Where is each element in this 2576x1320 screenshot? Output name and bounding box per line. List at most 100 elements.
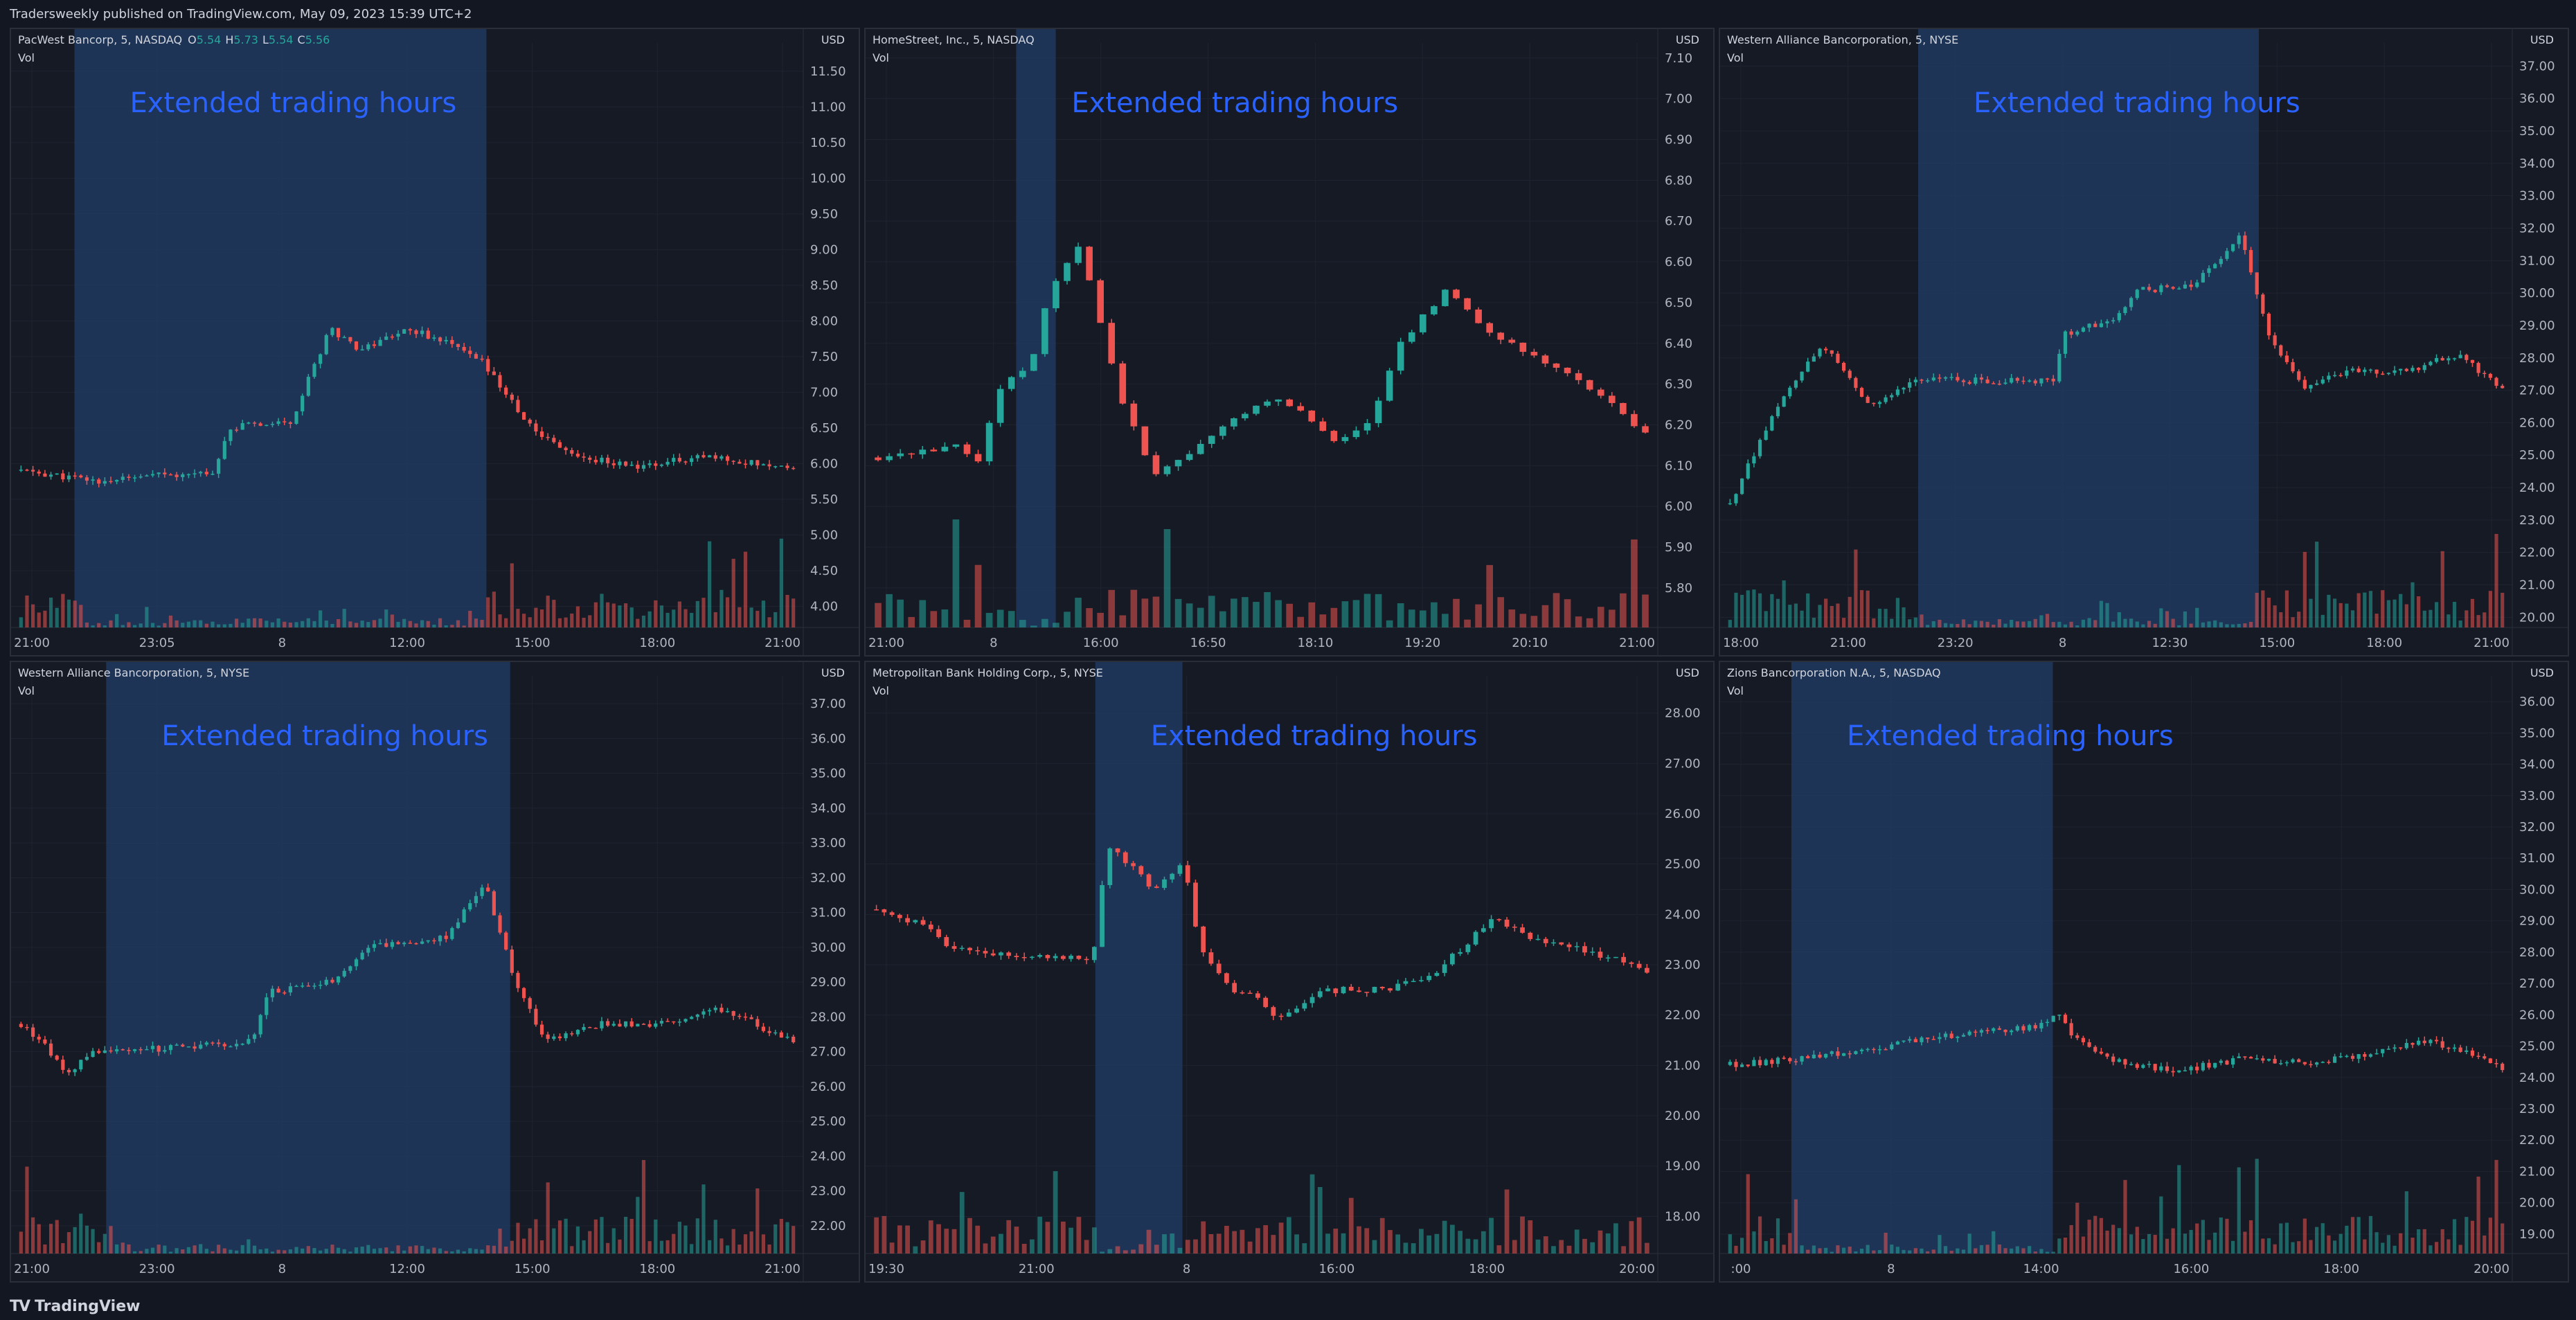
candle: [402, 941, 406, 947]
volume-bar: [1379, 1218, 1385, 1254]
candle-body: [629, 465, 634, 466]
candle-body: [2243, 1056, 2247, 1058]
candle-body: [882, 909, 887, 913]
chart-panel-wal-1[interactable]: 37.00 36.00 35.00 34.00 33.00 32.00 31.00 30.00…: [1719, 28, 2569, 657]
candle-body: [1872, 1049, 1876, 1051]
candle: [719, 1004, 724, 1014]
chart-canvas[interactable]: 28.0027.0026.0025.0024.0023.0022.0021.00…: [866, 662, 1713, 1281]
chart-canvas[interactable]: 36.0035.0034.0033.0032.0031.0030.0029.00…: [1720, 662, 2568, 1281]
candle-body: [1442, 964, 1447, 973]
candle-body: [276, 421, 280, 425]
candle-body: [2434, 1040, 2439, 1042]
volume-bar: [2183, 611, 2188, 627]
chart-symbol[interactable]: Western Alliance Bancorporation, 5, NYSE: [18, 666, 250, 679]
candle: [2069, 1019, 2073, 1039]
candle-body: [2338, 1056, 2343, 1058]
candle-body: [2081, 1037, 2086, 1042]
candle: [767, 1026, 771, 1037]
volume-bar: [31, 604, 35, 627]
volume-bar: [181, 623, 185, 627]
volume-bar: [534, 607, 538, 627]
candle-body: [2422, 1040, 2426, 1044]
candle: [2327, 1060, 2331, 1064]
candle: [2309, 1060, 2313, 1068]
chart-panel-zion[interactable]: 36.00 35.00 34.00 33.00 32.00 31.00 30.00 29.00…: [1719, 661, 2569, 1283]
volume-bar: [2261, 1238, 2265, 1254]
candle: [2033, 379, 2037, 386]
chart-canvas[interactable]: 37.0036.0035.0034.0033.0032.0031.0030.00…: [11, 662, 859, 1281]
volume-bar: [2189, 623, 2193, 627]
chart-symbol[interactable]: Western Alliance Bancorporation, 5, NYSE: [1727, 33, 1959, 46]
volume-bar: [84, 622, 89, 627]
candle: [2494, 1059, 2498, 1068]
candle-body: [2399, 1047, 2403, 1049]
candle-body: [199, 472, 203, 474]
candle-body: [2417, 368, 2421, 371]
volume-bar: [91, 625, 95, 627]
candle-body: [1979, 1030, 1984, 1033]
candle-body: [606, 457, 610, 463]
chart-canvas[interactable]: 7.107.006.906.806.706.606.506.406.306.20…: [866, 29, 1713, 655]
chart-canvas[interactable]: 37.0036.0035.0034.0033.0032.0031.0030.00…: [1720, 29, 2568, 655]
candle: [2243, 231, 2247, 255]
candle: [1842, 362, 1846, 373]
volume-bar: [2129, 618, 2134, 627]
candle-body: [546, 1034, 550, 1040]
chart-panel-pacw[interactable]: 11.50 11.00 10.50 10.00 9.50 9.00 8.50 8.00 7.50…: [10, 28, 860, 657]
chart-symbol[interactable]: HomeStreet, Inc., 5, NASDAQ: [873, 33, 1035, 46]
volume-bar: [2297, 1241, 2301, 1254]
candle: [133, 1049, 137, 1053]
volume-bar: [2404, 1191, 2408, 1254]
volume-bar: [1119, 615, 1127, 627]
candle: [749, 460, 753, 466]
chart-canvas[interactable]: 11.5011.0010.5010.009.509.008.508.007.50…: [11, 29, 859, 655]
candle: [725, 454, 730, 465]
volume-bar: [342, 609, 346, 627]
currency-label: USD: [2530, 666, 2554, 679]
candle: [1403, 978, 1408, 986]
candle: [1141, 426, 1149, 456]
candle: [534, 420, 538, 436]
candle: [1231, 417, 1237, 430]
candle: [1788, 1057, 1792, 1064]
candle-body: [1818, 1054, 1822, 1058]
volume-bar: [1806, 593, 1810, 627]
x-tick-label: 12:00: [389, 1262, 425, 1276]
volume-bar: [2237, 623, 2241, 627]
chart-panel-hmst[interactable]: 7.10 7.00 6.90 6.80 6.70 6.60 6.50 6.40 6.30 6.20…: [864, 28, 1715, 657]
volume-bar: [1075, 598, 1082, 627]
candle: [450, 336, 454, 348]
candle-body: [1308, 410, 1316, 422]
candle-body: [1411, 981, 1416, 982]
candle: [1645, 963, 1649, 974]
candle: [372, 940, 377, 952]
candle-body: [2165, 1066, 2170, 1071]
candle-body: [2219, 258, 2223, 265]
volume-bar: [944, 1229, 949, 1254]
volume-bar: [1629, 1221, 1634, 1254]
chart-symbol[interactable]: PacWest Bancorp, 5, NASDAQ: [18, 33, 183, 46]
candle-body: [1219, 426, 1226, 436]
volume-bar: [1770, 1238, 1774, 1254]
candle: [2447, 355, 2451, 365]
chart-symbol[interactable]: Zions Bancorporation N.A., 5, NASDAQ: [1727, 666, 1941, 679]
candle-body: [725, 1010, 730, 1013]
candle: [73, 1068, 77, 1076]
chart-panel-wal-2[interactable]: 37.00 36.00 35.00 34.00 33.00 32.00 31.00 30.00…: [10, 661, 860, 1283]
candle: [2315, 1062, 2319, 1067]
volume-bar: [1866, 1245, 1870, 1254]
extended-hours-annotation: Extended trading hours: [1847, 720, 2174, 752]
candle: [1286, 1008, 1291, 1017]
volume-bar: [2069, 1224, 2073, 1254]
volume-bar: [1728, 620, 1732, 627]
volume-bar: [186, 1247, 191, 1254]
candle-body: [2410, 368, 2415, 371]
volume-bar: [390, 1251, 394, 1254]
chart-symbol[interactable]: Metropolitan Bank Holding Corp., 5, NYSE: [873, 666, 1103, 679]
volume-bar: [2015, 621, 2019, 627]
candle-body: [438, 337, 442, 341]
candle-body: [1240, 992, 1245, 994]
chart-panel-mcb[interactable]: 28.00 27.00 26.00 25.00 24.00 23.00 22.00 21.00…: [864, 661, 1715, 1283]
candle: [265, 993, 269, 1019]
tradingview-logo[interactable]: TV TradingView: [10, 1298, 140, 1315]
